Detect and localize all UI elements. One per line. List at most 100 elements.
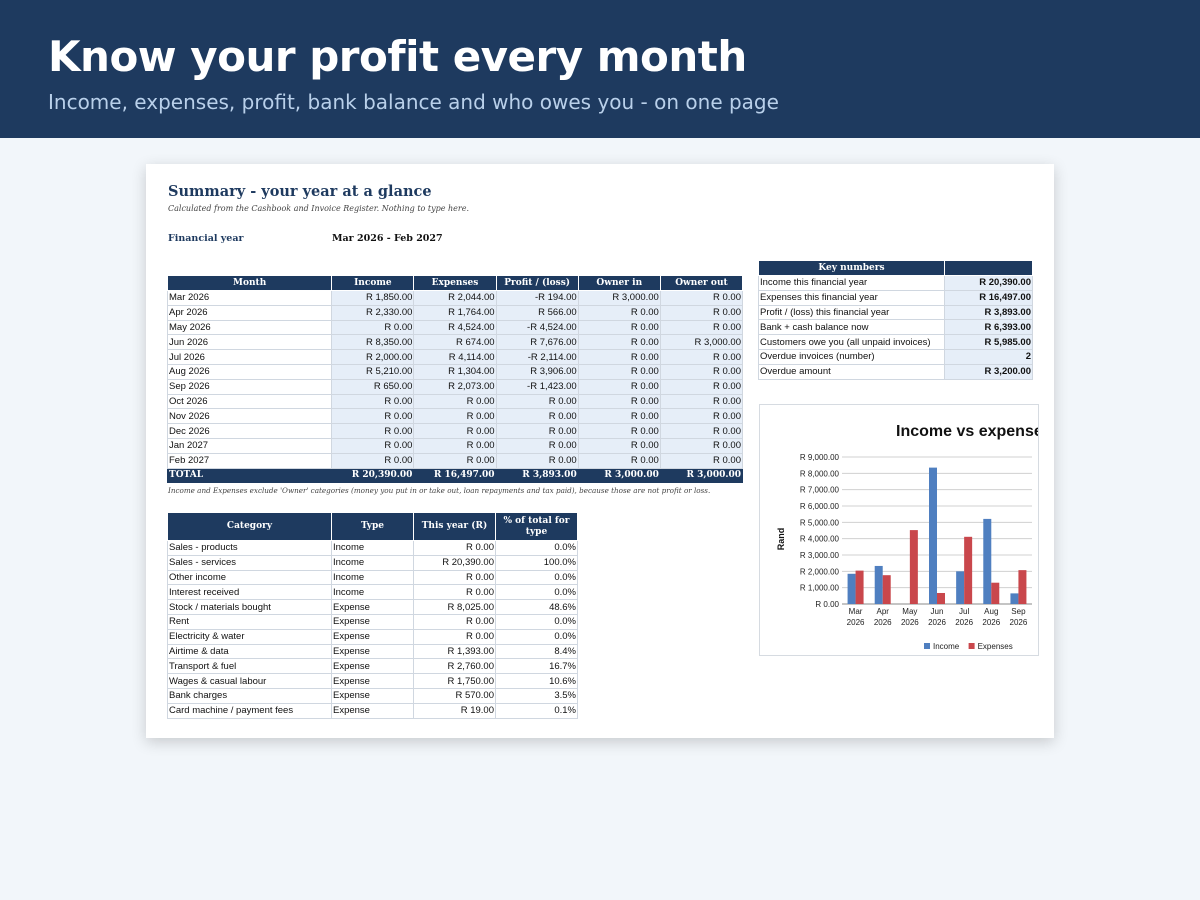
value-cell[interactable]: R 0.00 xyxy=(332,438,414,453)
value-cell[interactable]: R 0.00 xyxy=(578,409,660,424)
month-cell[interactable]: Jan 2027 xyxy=(168,438,332,453)
value-cell[interactable]: -R 4,524.00 xyxy=(496,320,578,335)
key-number-label[interactable]: Expenses this financial year xyxy=(759,290,945,305)
key-number-label[interactable]: Overdue invoices (number) xyxy=(759,349,945,364)
month-cell[interactable]: May 2026 xyxy=(168,320,332,335)
percent-cell[interactable]: 0.0% xyxy=(496,629,578,644)
percent-cell[interactable]: 0.1% xyxy=(496,703,578,718)
type-cell[interactable]: Expense xyxy=(332,703,414,718)
amount-cell[interactable]: R 1,750.00 xyxy=(414,674,496,689)
value-cell[interactable]: R 0.00 xyxy=(578,394,660,409)
month-cell[interactable]: Jun 2026 xyxy=(168,335,332,350)
value-cell[interactable]: R 0.00 xyxy=(660,320,742,335)
value-cell[interactable]: R 5,210.00 xyxy=(332,364,414,379)
value-cell[interactable]: R 0.00 xyxy=(660,438,742,453)
value-cell[interactable]: R 0.00 xyxy=(332,394,414,409)
value-cell[interactable]: R 4,114.00 xyxy=(414,350,496,365)
amount-cell[interactable]: R 2,760.00 xyxy=(414,659,496,674)
value-cell[interactable]: R 0.00 xyxy=(332,424,414,439)
value-cell[interactable]: R 0.00 xyxy=(660,305,742,320)
month-cell[interactable]: Aug 2026 xyxy=(168,364,332,379)
percent-cell[interactable]: 0.0% xyxy=(496,541,578,556)
value-cell[interactable]: R 0.00 xyxy=(578,305,660,320)
percent-cell[interactable]: 0.0% xyxy=(496,614,578,629)
type-cell[interactable]: Income xyxy=(332,541,414,556)
amount-cell[interactable]: R 0.00 xyxy=(414,570,496,585)
value-cell[interactable]: R 0.00 xyxy=(660,379,742,394)
key-number-value[interactable]: R 3,200.00 xyxy=(945,364,1033,379)
type-cell[interactable]: Expense xyxy=(332,629,414,644)
value-cell[interactable]: R 8,350.00 xyxy=(332,335,414,350)
percent-cell[interactable]: 10.6% xyxy=(496,674,578,689)
value-cell[interactable]: R 4,524.00 xyxy=(414,320,496,335)
value-cell[interactable]: R 0.00 xyxy=(414,394,496,409)
type-cell[interactable]: Expense xyxy=(332,674,414,689)
amount-cell[interactable]: R 0.00 xyxy=(414,629,496,644)
value-cell[interactable]: R 0.00 xyxy=(332,453,414,468)
value-cell[interactable]: -R 194.00 xyxy=(496,291,578,306)
amount-cell[interactable]: R 20,390.00 xyxy=(414,555,496,570)
value-cell[interactable]: R 0.00 xyxy=(414,409,496,424)
percent-cell[interactable]: 8.4% xyxy=(496,644,578,659)
value-cell[interactable]: R 1,764.00 xyxy=(414,305,496,320)
type-cell[interactable]: Expense xyxy=(332,659,414,674)
value-cell[interactable]: -R 2,114.00 xyxy=(496,350,578,365)
total-cell[interactable]: R 16,497.00 xyxy=(414,468,496,483)
key-number-label[interactable]: Income this financial year xyxy=(759,276,945,291)
category-cell[interactable]: Stock / materials bought xyxy=(168,600,332,615)
value-cell[interactable]: R 0.00 xyxy=(578,453,660,468)
value-cell[interactable]: R 0.00 xyxy=(496,424,578,439)
type-cell[interactable]: Income xyxy=(332,570,414,585)
value-cell[interactable]: R 0.00 xyxy=(660,409,742,424)
value-cell[interactable]: R 2,330.00 xyxy=(332,305,414,320)
key-number-value[interactable]: R 5,985.00 xyxy=(945,335,1033,350)
total-cell[interactable]: R 20,390.00 xyxy=(332,468,414,483)
amount-cell[interactable]: R 1,393.00 xyxy=(414,644,496,659)
amount-cell[interactable]: R 0.00 xyxy=(414,585,496,600)
month-cell[interactable]: Apr 2026 xyxy=(168,305,332,320)
percent-cell[interactable]: 16.7% xyxy=(496,659,578,674)
amount-cell[interactable]: R 19.00 xyxy=(414,703,496,718)
key-number-value[interactable]: R 16,497.00 xyxy=(945,290,1033,305)
value-cell[interactable]: R 2,000.00 xyxy=(332,350,414,365)
month-cell[interactable]: Jul 2026 xyxy=(168,350,332,365)
value-cell[interactable]: R 0.00 xyxy=(578,364,660,379)
value-cell[interactable]: R 0.00 xyxy=(660,350,742,365)
value-cell[interactable]: R 2,073.00 xyxy=(414,379,496,394)
category-cell[interactable]: Sales - products xyxy=(168,541,332,556)
value-cell[interactable]: R 1,304.00 xyxy=(414,364,496,379)
percent-cell[interactable]: 0.0% xyxy=(496,570,578,585)
total-cell[interactable]: R 3,893.00 xyxy=(496,468,578,483)
value-cell[interactable]: R 0.00 xyxy=(578,320,660,335)
key-number-value[interactable]: R 3,893.00 xyxy=(945,305,1033,320)
key-number-value[interactable]: 2 xyxy=(945,349,1033,364)
total-cell[interactable]: R 3,000.00 xyxy=(660,468,742,483)
category-cell[interactable]: Transport & fuel xyxy=(168,659,332,674)
category-cell[interactable]: Wages & casual labour xyxy=(168,674,332,689)
value-cell[interactable]: R 2,044.00 xyxy=(414,291,496,306)
value-cell[interactable]: R 674.00 xyxy=(414,335,496,350)
value-cell[interactable]: R 0.00 xyxy=(578,424,660,439)
category-cell[interactable]: Airtime & data xyxy=(168,644,332,659)
category-cell[interactable]: Sales - services xyxy=(168,555,332,570)
category-cell[interactable]: Electricity & water xyxy=(168,629,332,644)
category-cell[interactable]: Bank charges xyxy=(168,688,332,703)
type-cell[interactable]: Income xyxy=(332,585,414,600)
value-cell[interactable]: R 3,906.00 xyxy=(496,364,578,379)
key-number-label[interactable]: Bank + cash balance now xyxy=(759,320,945,335)
percent-cell[interactable]: 0.0% xyxy=(496,585,578,600)
category-cell[interactable]: Other income xyxy=(168,570,332,585)
percent-cell[interactable]: 48.6% xyxy=(496,600,578,615)
value-cell[interactable]: R 0.00 xyxy=(496,409,578,424)
type-cell[interactable]: Expense xyxy=(332,644,414,659)
value-cell[interactable]: R 1,850.00 xyxy=(332,291,414,306)
percent-cell[interactable]: 3.5% xyxy=(496,688,578,703)
value-cell[interactable]: R 0.00 xyxy=(578,379,660,394)
value-cell[interactable]: R 0.00 xyxy=(414,438,496,453)
amount-cell[interactable]: R 570.00 xyxy=(414,688,496,703)
category-cell[interactable]: Interest received xyxy=(168,585,332,600)
month-cell[interactable]: Mar 2026 xyxy=(168,291,332,306)
value-cell[interactable]: R 0.00 xyxy=(660,394,742,409)
month-cell[interactable]: Dec 2026 xyxy=(168,424,332,439)
value-cell[interactable]: R 0.00 xyxy=(496,394,578,409)
